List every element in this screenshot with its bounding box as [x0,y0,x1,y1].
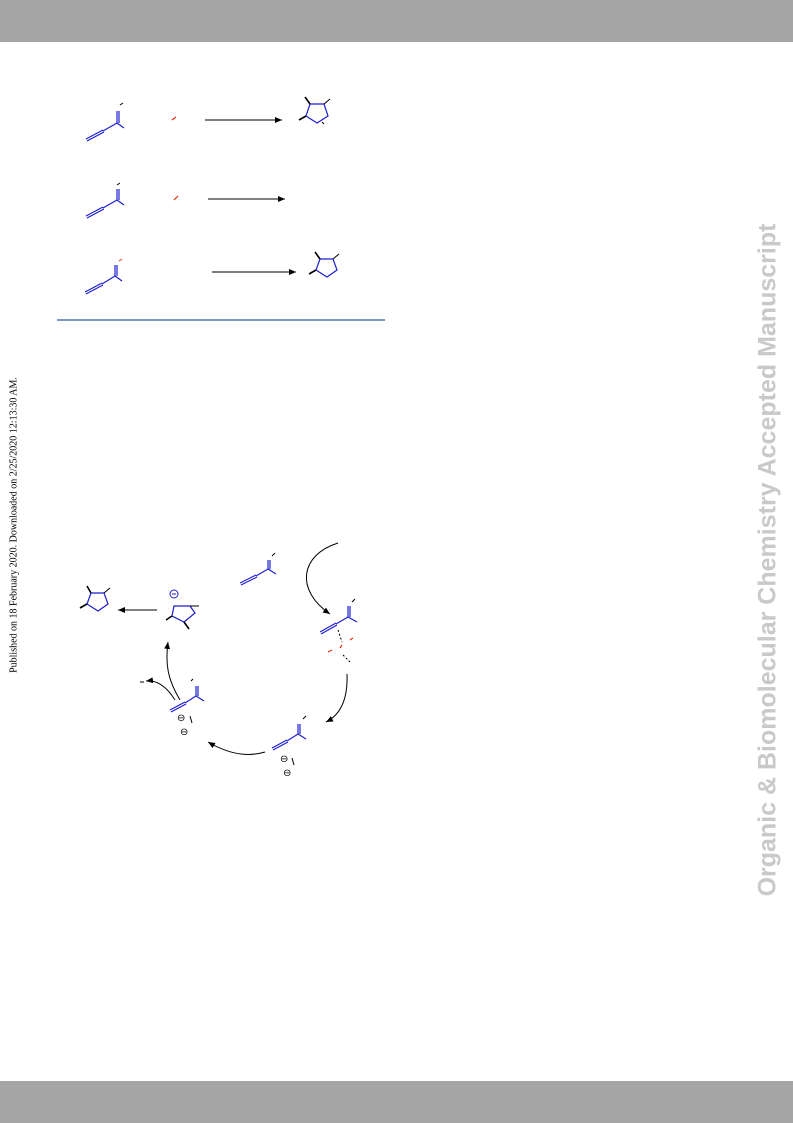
reagent-mark-1 [171,116,177,121]
cycle-substrate [239,560,277,586]
charge-minus-icon: ⊖ [283,768,291,779]
intermediate-right [319,606,358,635]
ynone-substrate-1 [85,111,125,142]
catalytic-cycle: ⊖ ⊖ ⊖ ⊖ [79,542,358,779]
charge-minus-icon: ⊖ [177,713,185,724]
scheme-row-2 [85,182,285,219]
ynone-substrate-2 [85,189,125,219]
reagent-mark-2 [173,195,179,201]
cycle-arrow-entry [305,542,339,615]
cycle-arrow-right [325,673,348,723]
cycle-arrow-release [145,677,176,701]
cycle-arrow-bottom [207,741,266,755]
cycle-product-pyrazole [79,585,111,612]
intermediate-bottom [271,724,307,751]
cyclized-intermediate [165,589,199,630]
header-bar [0,0,793,42]
charge-minus-icon: ⊖ [280,754,288,765]
intermediate-left [169,686,205,713]
pyrazole-product-3 [308,251,340,278]
charge-minus-icon: ⊖ [180,727,188,738]
scheme-row-1 [85,96,331,142]
scheme-row-3 [84,251,340,295]
footer-bar [0,1081,793,1123]
pyrazole-product-1 [298,96,331,125]
ynone-substrate-3 [84,265,123,295]
cycle-arrow-left [164,641,181,701]
